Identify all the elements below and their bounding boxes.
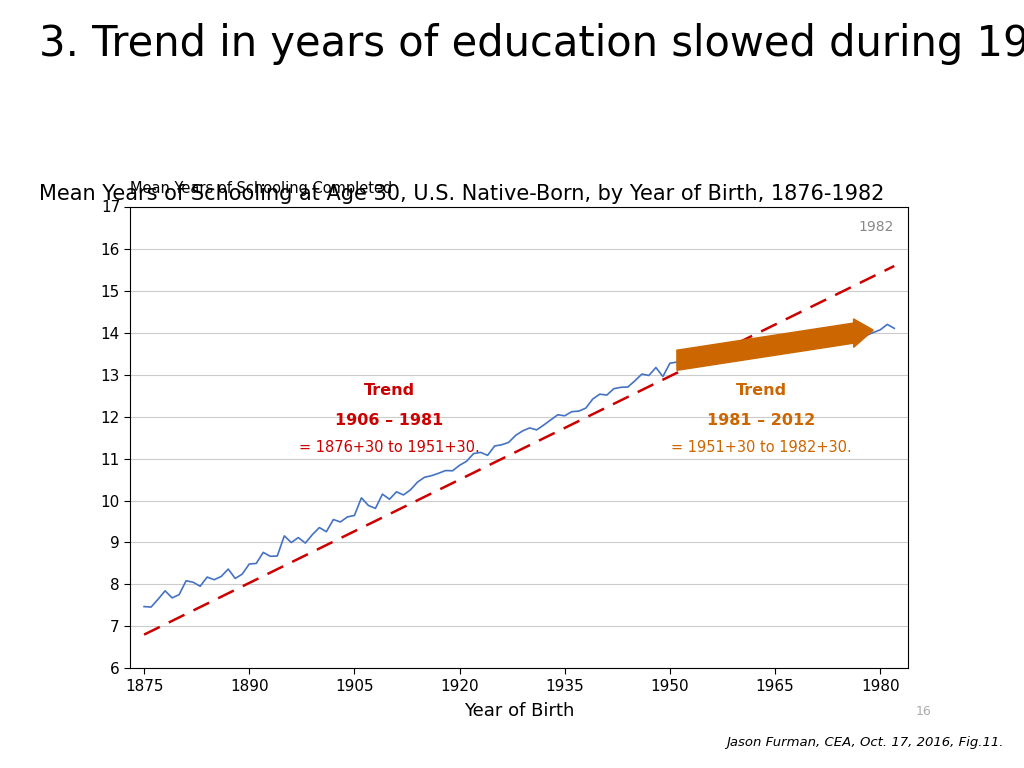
Text: 3. Trend in years of education slowed during 1981-2012.: 3. Trend in years of education slowed du… [39,23,1024,65]
Text: 17: 17 [101,200,121,215]
Text: Jason Furman, CEA, Oct. 17, 2016, Fig.11.: Jason Furman, CEA, Oct. 17, 2016, Fig.11… [726,736,1004,749]
Text: Mean Years of Schooling at Age 30, U.S. Native-Born, by Year of Birth, 1876-1982: Mean Years of Schooling at Age 30, U.S. … [39,184,885,204]
Text: Trend: Trend [364,383,415,398]
Text: Trend: Trend [735,383,786,398]
Text: 1981 – 2012: 1981 – 2012 [707,412,815,428]
X-axis label: Year of Birth: Year of Birth [464,702,574,720]
Text: = 1876+30 to 1951+30.: = 1876+30 to 1951+30. [299,440,480,455]
Text: = 1951+30 to 1982+30.: = 1951+30 to 1982+30. [671,440,851,455]
Text: Mean Years of Schooling Completed: Mean Years of Schooling Completed [130,180,392,196]
Text: 1982: 1982 [859,220,894,234]
Text: 1906 – 1981: 1906 – 1981 [335,412,443,428]
FancyArrow shape [677,319,873,370]
Text: 16: 16 [916,705,932,718]
